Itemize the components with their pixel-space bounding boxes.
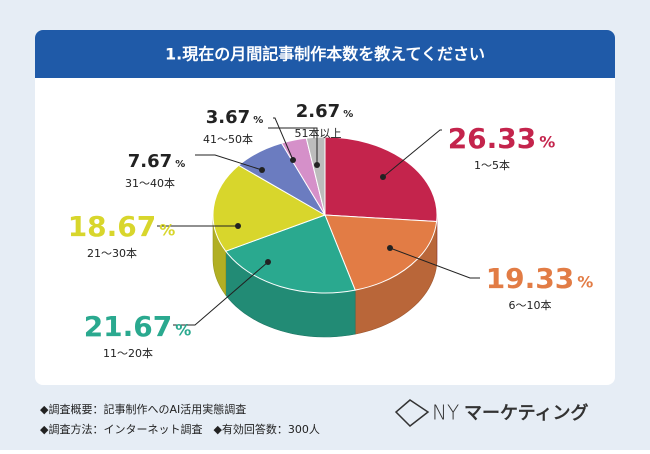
leader-dot	[387, 245, 393, 251]
unit-label: %	[539, 133, 555, 152]
unit-label: %	[159, 221, 175, 240]
category-label: 41～50本	[203, 132, 253, 146]
leader-dot	[235, 223, 241, 229]
chart-title: 1.現在の月間記事制作本数を教えてください	[165, 45, 485, 64]
leader-dot	[290, 157, 296, 163]
leader-dot	[380, 174, 386, 180]
unit-label: %	[577, 273, 593, 292]
value-label: 19.33	[486, 262, 575, 295]
unit-label: %	[253, 115, 263, 126]
leader-dot	[259, 167, 265, 173]
category-label: 1～5本	[474, 158, 510, 172]
logo-text: マーケティング	[464, 402, 589, 424]
note: ◆調査概要：記事制作へのAI活用実態調査	[40, 402, 246, 416]
value-label: 18.67	[68, 210, 157, 243]
leader-dot	[265, 259, 271, 265]
category-label: 31～40本	[125, 176, 175, 190]
leader-dot	[314, 162, 320, 168]
value-label: 7.67	[128, 151, 172, 172]
value-label: 21.67	[84, 310, 173, 343]
note: ◆調査方法：インターネット調査 ◆有効回答数：300人	[40, 422, 320, 436]
value-label: 26.33	[448, 122, 537, 155]
unit-label: %	[175, 159, 185, 170]
category-label: 6～10本	[509, 298, 552, 312]
value-label: 3.67	[206, 107, 250, 128]
unit-label: %	[175, 321, 191, 340]
value-label: 2.67	[296, 101, 340, 122]
logo-mark: NY	[432, 401, 459, 425]
category-label: 21～30本	[87, 246, 137, 260]
category-label: 51本以上	[295, 126, 342, 140]
unit-label: %	[343, 109, 353, 120]
category-label: 11～20本	[103, 346, 153, 360]
